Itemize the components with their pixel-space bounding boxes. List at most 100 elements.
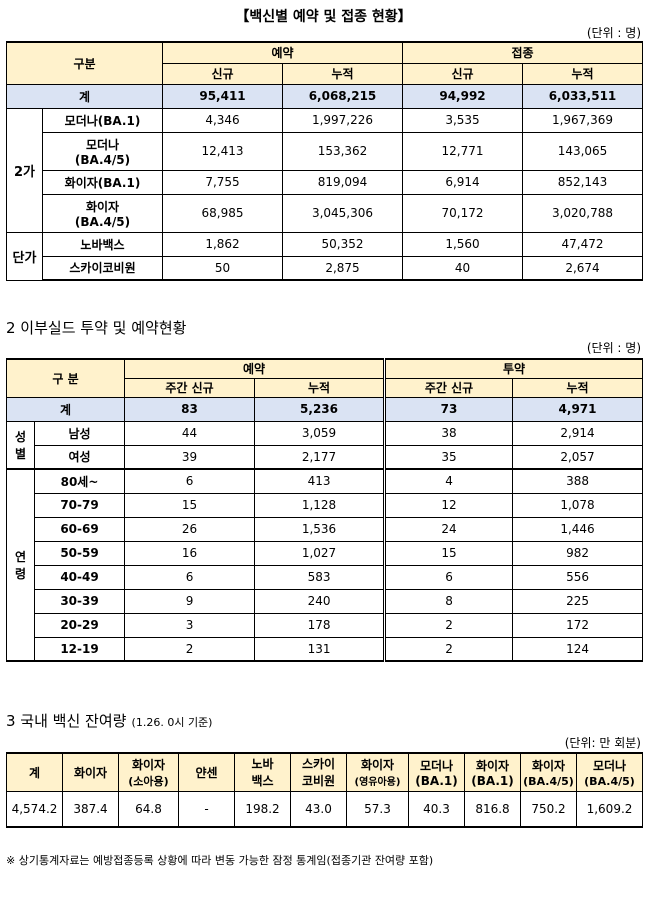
stock-header-line1: 화이자 [475,758,510,773]
cell: 2 [383,636,514,662]
stock-header: 얀센 [178,752,235,792]
row-label: 80세~ [33,468,126,494]
stock-header: 화이자 (BA.4/5) [520,752,577,792]
cell: 178 [254,612,386,638]
cell: 1,536 [254,516,386,542]
header-cumulative: 누적 [254,377,386,398]
cell: 38 [383,420,514,446]
cell: 68,985 [162,193,283,233]
cell: 3,535 [402,107,523,133]
header-cumulative: 누적 [512,377,644,398]
cell: 7,755 [162,169,283,195]
table1-unit: (단위 : 명) [586,26,641,40]
stock-value: 4,574.2 [6,790,63,828]
cell: 50,352 [282,231,403,257]
cell: 1,027 [254,540,386,566]
row-label: 화이자(BA.1) [42,169,163,195]
cell: 3,020,788 [522,193,643,233]
cell: 3 [124,612,256,638]
cell: 982 [512,540,644,566]
group-label-bivalent: 2가 [6,107,43,233]
cell: 12,771 [402,131,523,171]
row-label: 스카이코비원 [42,255,163,281]
stock-header-line1: 화이자 [360,758,395,773]
gender-label-char2: 별 [14,446,27,461]
cell: 143,065 [522,131,643,171]
table-row: 화이자(BA.1) 7,755 819,094 6,914 852,143 [7,169,643,195]
stock-value-row: 4,574.2 387.4 64.8 - 198.2 43.0 57.3 40.… [6,790,643,828]
cell: 8 [383,588,514,614]
stock-header-line1: 모더나 [592,758,627,773]
total-row: 계 83 5,236 73 4,971 [5,396,644,422]
cell: 26 [124,516,256,542]
header-cumulative: 누적 [282,62,403,85]
cell: 1,446 [512,516,644,542]
cell: 39 [124,444,256,470]
table-row: 20-29 3 178 2 172 [7,612,644,638]
total-value: 5,236 [254,396,386,422]
cell: 2,875 [282,255,403,281]
header-vaccination: 접종 [402,41,643,64]
stock-header-line2: 백스 [251,774,274,789]
cell: 6,914 [402,169,523,195]
stock-header-line1: 노바 [251,757,274,772]
header-dosing: 투약 [383,358,644,379]
row-label: 12-19 [33,636,126,662]
cell: 9 [124,588,256,614]
row-label: 40-49 [33,564,126,590]
age-label-char1: 연 [14,550,27,564]
stock-header-line2: (BA.1) [415,773,458,788]
stock-value: 1,609.2 [576,790,643,828]
table-row: 화이자 (BA.4/5) 68,985 3,045,306 70,172 3,02… [7,193,643,233]
header-category: 구분 [6,41,163,85]
cell: 2 [124,636,256,662]
cell: 24 [383,516,514,542]
stock-header: 모더나 (BA.1) [408,752,465,792]
cell: 3,045,306 [282,193,403,233]
cell: 35 [383,444,514,470]
section2-title: 2 이부실드 투약 및 예약현황 [6,319,187,337]
section3-title: 3 국내 백신 잔여량 [6,712,127,730]
stock-value: 40.3 [408,790,465,828]
cell: 172 [512,612,644,638]
cell: 3,059 [254,420,386,446]
cell: 131 [254,636,386,662]
cell: 124 [512,636,644,662]
stock-value: 57.3 [346,790,409,828]
table-row: 70-79 15 1,128 12 1,078 [7,492,644,518]
total-value: 6,068,215 [282,83,403,109]
stock-value: 64.8 [118,790,179,828]
total-label: 계 [5,396,126,422]
cell: 15 [124,492,256,518]
row-label: 60-69 [33,516,126,542]
cell: 388 [512,468,644,494]
stock-header-line1: 화이자 [531,758,566,773]
cell: 2,914 [512,420,644,446]
stock-header-line1: 스카이 [301,757,336,772]
cell: 225 [512,588,644,614]
table-row: 여성 39 2,177 35 2,057 [7,444,644,470]
cell: 50 [162,255,283,281]
section3-subtitle: (1.26. 0시 기준) [131,716,213,729]
stock-header-row: 계 화이자 화이자 (소아용) 얀센 노바 백스 스카이 코비원 화이자 (영유아용) … [6,752,643,792]
stock-header-line1: 화이자 [131,757,166,772]
stock-value: 198.2 [234,790,291,828]
row-label: 화이자 (BA.4/5) [42,193,163,233]
table-row: 60-69 26 1,536 24 1,446 [7,516,644,542]
total-value: 4,971 [512,396,644,422]
group-label-monovalent: 단가 [6,231,43,281]
header-reservation: 예약 [162,41,403,64]
header-cumulative: 누적 [522,62,643,85]
cell: 16 [124,540,256,566]
stock-header-line2: (BA.1) [471,773,514,788]
stock-header: 계 [6,752,63,792]
cell: 4,346 [162,107,283,133]
cell: 4 [383,468,514,494]
cell: 6 [124,468,256,494]
stock-header-line2: 코비원 [301,774,336,789]
